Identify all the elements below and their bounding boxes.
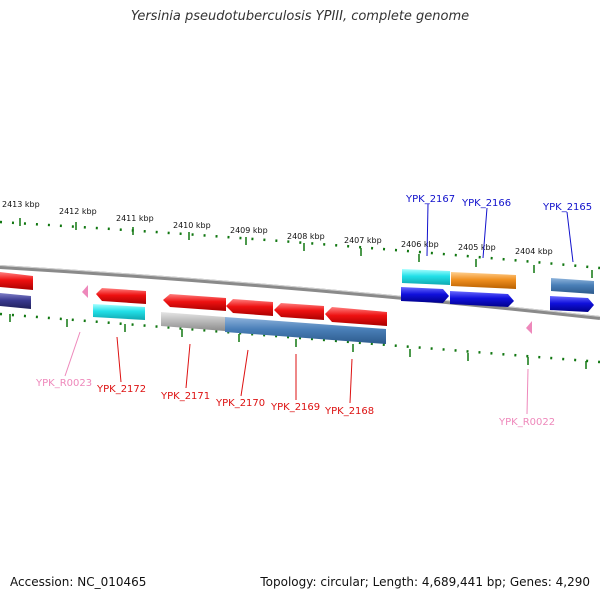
kbp-label: 2404 kbp (515, 247, 553, 256)
gene-label: YPK_R0023 (35, 378, 92, 389)
kbp-label: 2409 kbp (230, 226, 268, 235)
gene-label: YPK_2171 (160, 391, 210, 402)
outer-major-ticks (19, 218, 593, 278)
gene-arrow (550, 296, 594, 312)
gene-leaders (64, 203, 574, 415)
forward-strand-genes (0, 269, 594, 344)
gene-arrow (96, 288, 146, 304)
accession-text: Accession: NC_010465 (10, 575, 147, 589)
rna-marker (82, 285, 88, 298)
kbp-label: 2406 kbp (401, 240, 439, 249)
gene-arrow (163, 294, 226, 311)
gene-label: YPK_2167 (405, 194, 455, 205)
genome-backbone (0, 265, 600, 320)
gene-arrow (225, 317, 386, 344)
gene-arrow (551, 278, 594, 294)
gene-arrow (325, 307, 387, 326)
kbp-label: 2408 kbp (287, 232, 325, 241)
kbp-label: 2411 kbp (116, 214, 154, 223)
map-title: Yersinia pseudotuberculosis YPIII, compl… (130, 9, 470, 24)
genome-summary-text: Topology: circular; Length: 4,689,441 bp… (260, 575, 590, 589)
kbp-label: 2407 kbp (344, 236, 382, 245)
gene-arrow (274, 303, 324, 320)
inner-tick-track (0, 312, 600, 364)
gene-label: YPK_2169 (270, 402, 320, 413)
gene-arrow (0, 272, 33, 290)
gene-label: YPK_R0022 (498, 417, 555, 428)
gene-arrow (451, 272, 516, 289)
gene-label: YPK_2168 (324, 406, 374, 417)
gene-label: YPK_2172 (96, 384, 146, 395)
kbp-label: 2405 kbp (458, 243, 496, 252)
kbp-label: 2410 kbp (173, 221, 211, 230)
gene-arrow (161, 312, 225, 331)
rna-marker (526, 321, 532, 334)
gene-arrow (401, 287, 449, 303)
inner-major-ticks (9, 314, 587, 369)
gene-arrow (0, 293, 31, 309)
gene-label: YPK_2165 (542, 202, 592, 213)
gene-arrow (402, 269, 450, 285)
gene-label: YPK_2166 (461, 198, 511, 209)
gene-arrow (226, 299, 273, 316)
kbp-label: 2412 kbp (59, 207, 97, 216)
gene-arrow (450, 291, 514, 307)
gene-label: YPK_2170 (215, 398, 265, 409)
gene-arrow (93, 304, 145, 320)
kbp-label: 2413 kbp (2, 200, 40, 209)
outer-tick-track (0, 220, 600, 270)
